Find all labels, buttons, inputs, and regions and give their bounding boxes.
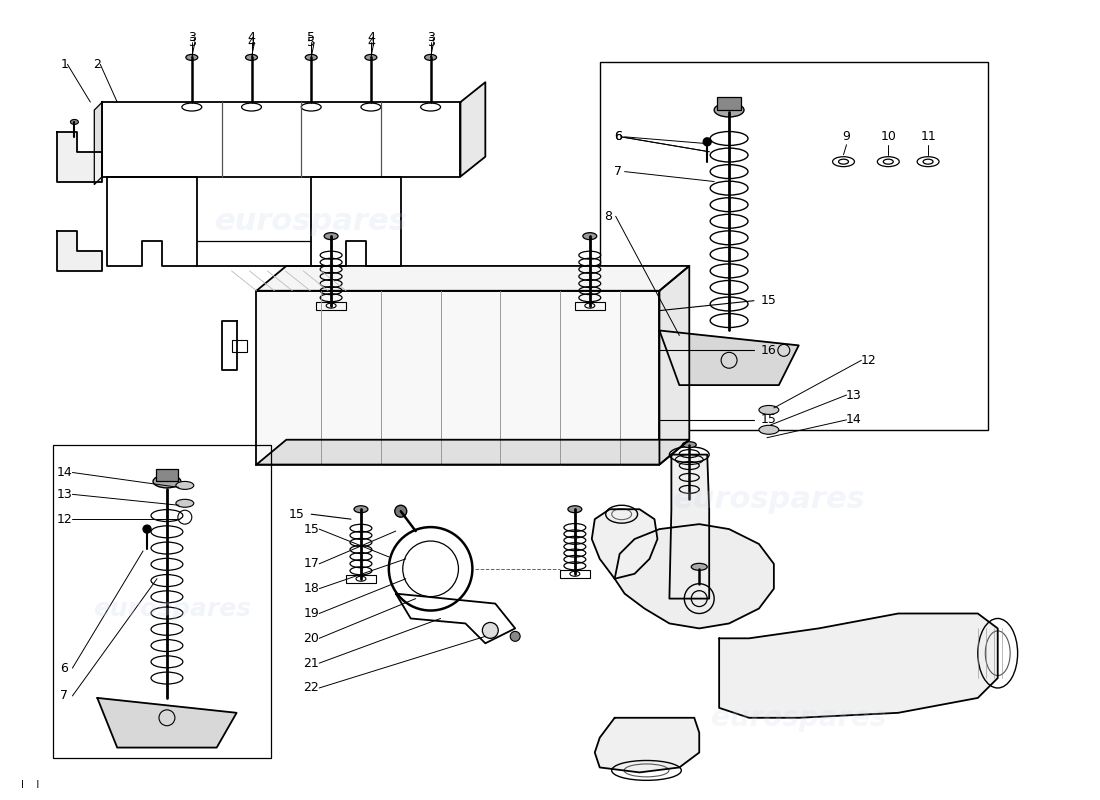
Text: 4: 4 <box>367 36 375 49</box>
Text: 3: 3 <box>188 36 196 49</box>
Ellipse shape <box>583 233 597 240</box>
Text: 10: 10 <box>880 130 896 143</box>
Polygon shape <box>659 330 799 385</box>
Ellipse shape <box>153 475 180 488</box>
Text: 3: 3 <box>427 36 434 49</box>
Text: 15: 15 <box>761 294 777 307</box>
Text: 6: 6 <box>60 662 68 674</box>
Polygon shape <box>57 132 102 182</box>
Polygon shape <box>595 718 700 772</box>
Polygon shape <box>97 698 236 747</box>
Text: 12: 12 <box>860 354 877 366</box>
Polygon shape <box>719 614 998 718</box>
Ellipse shape <box>324 233 338 240</box>
Ellipse shape <box>354 506 367 513</box>
Bar <box>53 445 272 758</box>
Ellipse shape <box>245 54 257 60</box>
Text: 7: 7 <box>614 165 622 178</box>
Text: 14: 14 <box>56 466 73 479</box>
Text: 18: 18 <box>304 582 319 595</box>
Text: 8: 8 <box>604 210 612 222</box>
Bar <box>156 469 178 482</box>
Text: 13: 13 <box>846 389 861 402</box>
Text: 20: 20 <box>304 632 319 645</box>
Polygon shape <box>615 524 774 629</box>
Ellipse shape <box>682 442 696 448</box>
Ellipse shape <box>691 563 707 570</box>
Circle shape <box>395 506 407 517</box>
Text: 4: 4 <box>367 31 375 44</box>
Bar <box>232 341 246 352</box>
Circle shape <box>143 525 151 533</box>
Ellipse shape <box>425 54 437 60</box>
Text: 9: 9 <box>843 130 850 143</box>
Text: 6: 6 <box>614 130 622 143</box>
Text: eurospares: eurospares <box>214 206 408 236</box>
Ellipse shape <box>176 499 194 507</box>
Polygon shape <box>256 266 690 290</box>
Text: 13: 13 <box>56 488 73 501</box>
Text: 3: 3 <box>427 31 434 44</box>
Ellipse shape <box>305 54 317 60</box>
Text: 11: 11 <box>921 130 936 143</box>
Polygon shape <box>670 454 710 578</box>
Text: 3: 3 <box>188 31 196 44</box>
Text: 4: 4 <box>248 31 255 44</box>
Polygon shape <box>659 266 690 465</box>
Ellipse shape <box>70 119 78 125</box>
Text: 14: 14 <box>846 414 861 426</box>
Text: 15: 15 <box>304 522 319 535</box>
Text: 7: 7 <box>60 690 68 702</box>
Text: 17: 17 <box>304 558 319 570</box>
Bar <box>717 97 741 110</box>
Text: 5: 5 <box>307 36 316 49</box>
Polygon shape <box>256 440 690 465</box>
Bar <box>560 570 590 578</box>
Polygon shape <box>95 102 102 185</box>
Bar <box>575 302 605 310</box>
Text: 1: 1 <box>60 58 68 71</box>
Polygon shape <box>592 510 658 578</box>
Text: 21: 21 <box>304 657 319 670</box>
Text: 19: 19 <box>304 607 319 620</box>
Text: 22: 22 <box>304 682 319 694</box>
Polygon shape <box>57 231 102 271</box>
Text: 15: 15 <box>288 508 305 521</box>
Bar <box>256 290 659 465</box>
Bar <box>600 62 988 430</box>
Circle shape <box>703 138 712 146</box>
Circle shape <box>482 622 498 638</box>
Ellipse shape <box>176 482 194 490</box>
Ellipse shape <box>759 426 779 434</box>
Text: 16: 16 <box>761 344 777 357</box>
Text: 15: 15 <box>761 414 777 426</box>
Text: 4: 4 <box>248 36 255 49</box>
Text: eurospares: eurospares <box>92 597 251 621</box>
Ellipse shape <box>714 103 744 117</box>
Text: 6: 6 <box>614 130 622 143</box>
Ellipse shape <box>759 406 779 414</box>
Bar <box>346 574 376 582</box>
Text: 5: 5 <box>307 31 316 44</box>
Text: 2: 2 <box>94 58 101 71</box>
Text: I    I: I I <box>21 780 38 790</box>
Ellipse shape <box>186 54 198 60</box>
Ellipse shape <box>365 54 377 60</box>
Ellipse shape <box>568 506 582 513</box>
Text: eurospares: eurospares <box>672 485 866 514</box>
Text: eurospares: eurospares <box>711 704 887 732</box>
Circle shape <box>510 631 520 642</box>
Polygon shape <box>461 82 485 177</box>
Bar <box>316 302 346 310</box>
Text: 12: 12 <box>56 513 73 526</box>
